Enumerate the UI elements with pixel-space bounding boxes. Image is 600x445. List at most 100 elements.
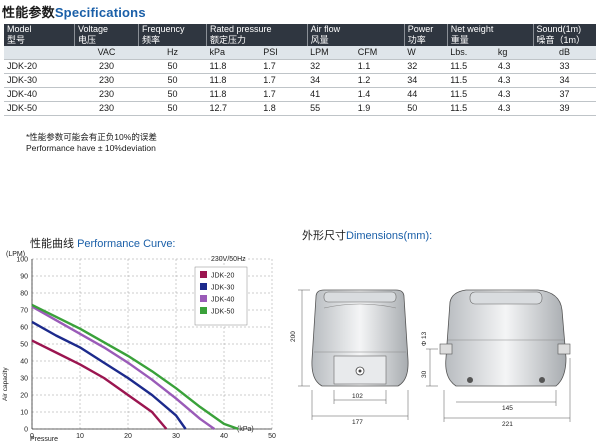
cell: 44 — [404, 87, 448, 102]
performance-curve-title-en: Performance Curve: — [77, 238, 176, 250]
cell: 4.3 — [494, 73, 534, 88]
y-tick-label: 0 — [24, 427, 28, 434]
cell: 230 — [74, 73, 139, 88]
chart-legend: JDK-20 JDK-30 JDK-40 JDK-50 — [194, 266, 248, 326]
legend-label: JDK-30 — [211, 285, 234, 292]
unit-cell: kg — [494, 46, 534, 60]
cell: 34 — [307, 73, 355, 88]
deviation-note-en: Performance have ± 10%deviation — [26, 143, 156, 153]
y-tick-label: 30 — [20, 376, 28, 383]
y-tick-label: 100 — [16, 257, 28, 264]
cell: 1.1 — [354, 59, 405, 74]
y-tick-label: 90 — [20, 274, 28, 281]
cell: 39 — [533, 101, 596, 116]
x-unit-label: (kPa) — [237, 426, 254, 433]
cell: 37 — [533, 87, 596, 102]
y-unit-label: (LPM) — [6, 251, 25, 258]
x-tick-label: 30 — [172, 433, 180, 440]
table-row: JDK-40 230 50 11.8 1.7 41 1.4 44 11.5 4.… — [4, 87, 596, 102]
cell: 11.8 — [206, 87, 261, 102]
cell: JDK-30 — [4, 73, 75, 88]
cell: 1.7 — [260, 87, 308, 102]
series-line-jdk-20 — [31, 339, 168, 430]
header-power: Power 功率 — [404, 24, 448, 46]
cell: 1.9 — [354, 101, 405, 116]
x-tick-label: 40 — [220, 433, 228, 440]
cell: 11.5 — [447, 59, 495, 74]
cell: 32 — [404, 59, 448, 74]
cell: 50 — [404, 101, 448, 116]
y-tick-label: 50 — [20, 342, 28, 349]
unit-cell: kPa — [206, 46, 261, 60]
x-tick-label: 50 — [268, 433, 276, 440]
performance-chart: (LPM) Air capacity 230V/50Hz (kPa) Press… — [2, 251, 276, 443]
dimension-lines — [298, 289, 571, 422]
performance-curve-title-cn: 性能曲线 — [30, 238, 74, 250]
cell: 4.3 — [494, 101, 534, 116]
cell: JDK-20 — [4, 59, 75, 74]
unit-cell: Lbs. — [447, 46, 495, 60]
series-line-jdk-40 — [31, 305, 216, 430]
y-tick-label: 80 — [20, 291, 28, 298]
cell: 50 — [138, 87, 207, 102]
cell: 50 — [138, 73, 207, 88]
y-tick-label: 10 — [20, 410, 28, 417]
power-label: 230V/50Hz — [211, 256, 246, 263]
unit-cell: CFM — [354, 46, 405, 60]
height-dimension: 200 — [290, 331, 297, 342]
unit-cell: PSI — [260, 46, 308, 60]
cell: 11.8 — [206, 59, 261, 74]
cell: 33 — [533, 59, 596, 74]
cell: 34 — [533, 73, 596, 88]
series-line-jdk-50 — [31, 303, 239, 431]
table-header-row: Model 型号 Voltage 电压 Frequency 频率 Rated pres… — [4, 24, 596, 46]
cell: 230 — [74, 87, 139, 102]
specifications-title-cn: 性能参数 — [2, 5, 55, 20]
y-tick-label: 20 — [20, 393, 28, 400]
header-voltage: Voltage 电压 — [74, 24, 139, 46]
cell: 12.7 — [206, 101, 261, 116]
units-row: VAC Hz kPa PSI LPM CFM W Lbs. kg dB — [4, 46, 596, 60]
cell: 34 — [404, 73, 448, 88]
side-width-dimension: 221 — [502, 421, 513, 428]
front-width-dimension: 177 — [352, 419, 363, 426]
x-tick-label: 0 — [30, 433, 34, 440]
side-view — [439, 289, 571, 387]
header-model: Model 型号 — [4, 24, 75, 46]
cell: 230 — [74, 59, 139, 74]
dimensions-title-en: Dimensions(mm): — [346, 230, 433, 242]
legend-swatch — [200, 307, 207, 314]
table-row: JDK-30 230 50 11.8 1.7 34 1.2 34 11.5 4.… — [4, 73, 596, 88]
table-row: JDK-50 230 50 12.7 1.8 55 1.9 50 11.5 4.… — [4, 101, 596, 116]
header-sound: Sound(1m) 噪音（1m） — [533, 24, 596, 46]
unit-cell: dB — [533, 46, 596, 60]
unit-cell: LPM — [307, 46, 355, 60]
cell: 1.7 — [260, 59, 308, 74]
header-air-flow: Air flow 风量 — [307, 24, 405, 46]
cell: 32 — [307, 59, 355, 74]
legend-swatch — [200, 271, 207, 278]
x-axis-label: Pressure — [30, 436, 58, 443]
header-frequency: Frequency 频率 — [138, 24, 207, 46]
specifications-table: Model 型号 Voltage 电压 Frequency 频率 Rated pres… — [4, 24, 596, 116]
y-axis-label: Air capacity — [2, 367, 9, 401]
cell: 55 — [307, 101, 355, 116]
cell: 4.3 — [494, 87, 534, 102]
header-rated-pressure: Rated pressure 额定压力 — [206, 24, 308, 46]
cell: 1.7 — [260, 73, 308, 88]
dimensions-title-cn: 外形尺寸 — [302, 230, 346, 242]
base-width-dimension: 102 — [352, 393, 363, 400]
specifications-title-en: Specifications — [54, 5, 146, 20]
cell: 1.8 — [260, 101, 308, 116]
specifications-title: 性能参数Specifications — [2, 2, 146, 21]
y-tick-label: 60 — [20, 325, 28, 332]
port-height-dimension: 30 — [421, 370, 428, 378]
performance-curve-title: 性能曲线 Performance Curve: — [30, 235, 176, 251]
legend-swatch — [200, 295, 207, 302]
legend-label: JDK-20 — [211, 273, 234, 280]
legend-swatch — [200, 283, 207, 290]
y-tick-label: 70 — [20, 308, 28, 315]
cell: 1.2 — [354, 73, 405, 88]
unit-cell: VAC — [74, 46, 139, 60]
cell: 4.3 — [494, 59, 534, 74]
